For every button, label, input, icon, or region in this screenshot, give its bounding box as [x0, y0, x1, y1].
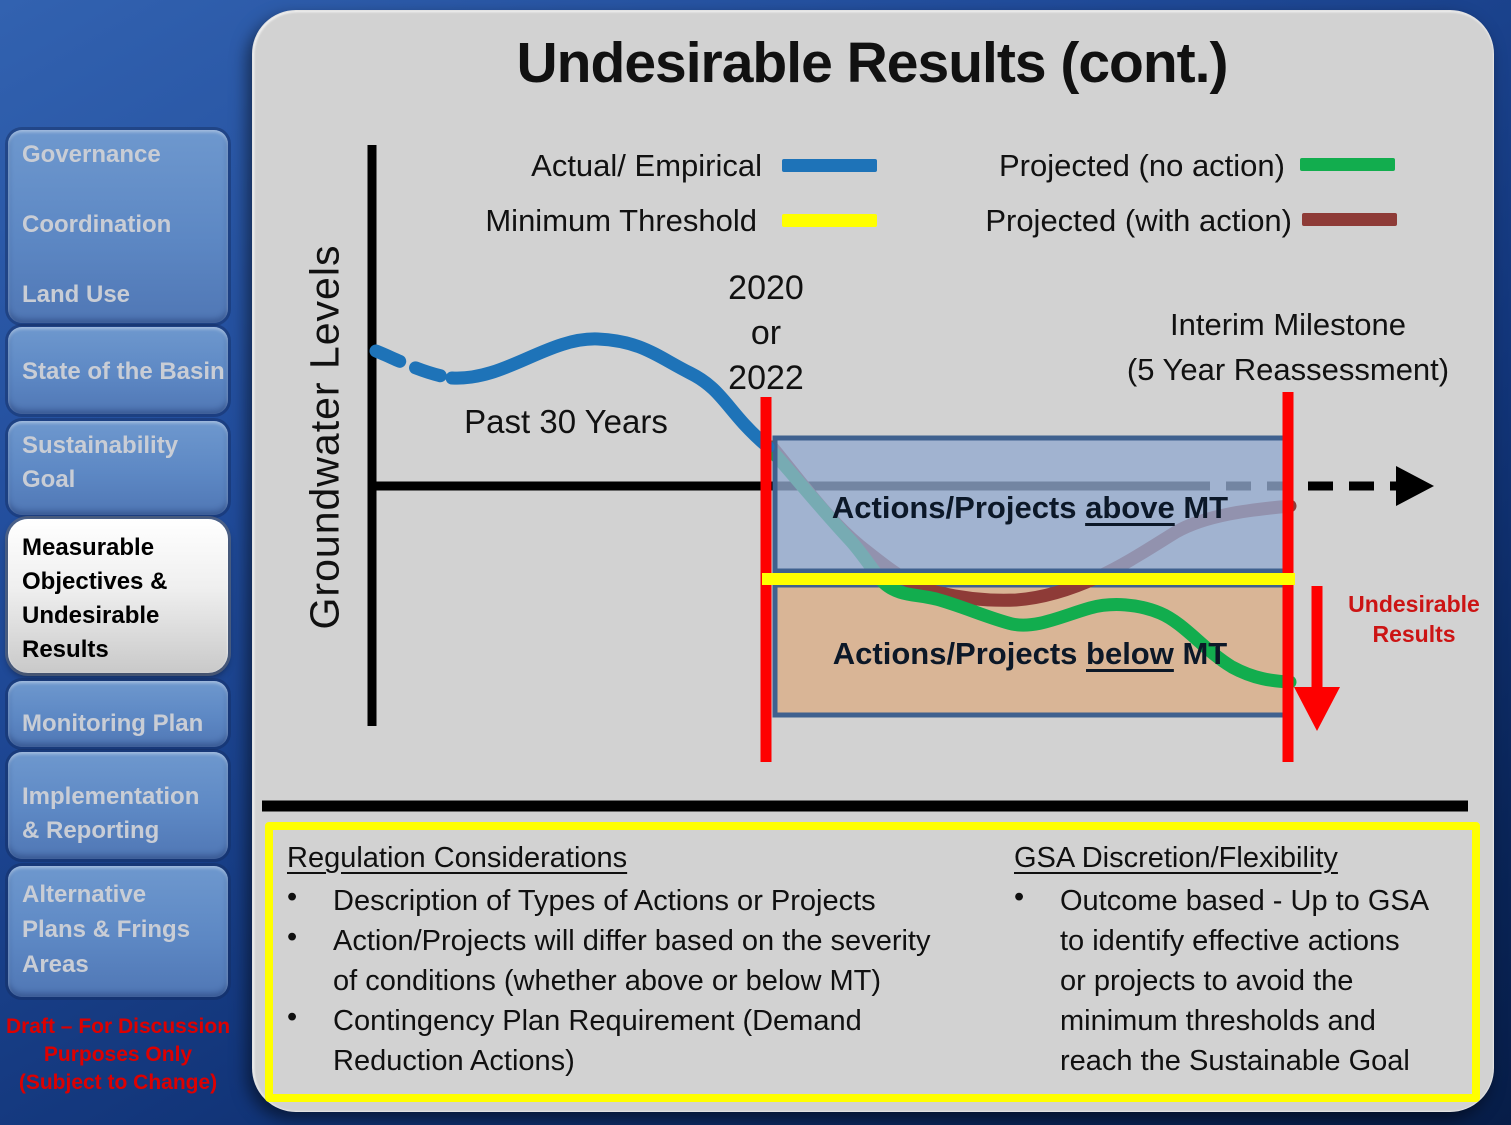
sidebar-item-coordination[interactable]: Coordination: [22, 211, 172, 238]
bullet-text: Outcome based - Up to GSA: [1060, 885, 1430, 917]
undesirable-line: Results: [1372, 621, 1456, 647]
bullet-icon: •: [287, 881, 298, 913]
legend-swatch-actual: [782, 159, 877, 172]
sidebar-item-monitoring-plan[interactable]: Monitoring Plan: [8, 681, 228, 747]
draft-disclaimer: Draft – For Discussion Purposes Only (Su…: [4, 1013, 232, 1097]
start-year-line: 2022: [728, 359, 804, 397]
draft-line: Draft – For Discussion: [5, 1015, 231, 1038]
sidebar-item-sustainability-goal[interactable]: Sustainability Goal: [8, 421, 228, 515]
sidebar-item-label: Measurable: [22, 534, 155, 561]
bullet-icon: •: [287, 1001, 298, 1033]
considerations-box: [265, 822, 1480, 1102]
bullet-text: reach the Sustainable Goal: [1060, 1045, 1410, 1077]
undesirable-line: Undesirable: [1348, 591, 1480, 617]
bullet-icon: •: [1014, 881, 1025, 913]
sidebar-item-label: Goal: [22, 466, 76, 493]
start-year-line: or: [750, 314, 782, 352]
legend-label-with-action: Projected (with action): [985, 203, 1292, 238]
label-suffix: MT: [1174, 490, 1229, 525]
bullet-text: Contingency Plan Requirement (Demand: [333, 1005, 862, 1037]
milestone-line: Interim Milestone: [1169, 307, 1407, 342]
list-item: • Action/Projects will differ based on t…: [287, 921, 987, 1001]
start-year-label: 2020 or 2022: [706, 266, 826, 401]
bullet-text: Reduction Actions): [333, 1045, 575, 1077]
bullet-text: Action/Projects will differ based on the…: [333, 925, 931, 957]
bullet-text: of conditions (whether above or below MT…: [333, 965, 882, 997]
label-prefix: Actions/Projects: [831, 490, 1086, 525]
legend-swatch-with-action: [1302, 213, 1397, 226]
legend-label-actual: Actual/ Empirical: [531, 148, 762, 183]
sidebar-item-governance-group[interactable]: Governance Coordination Land Use: [8, 130, 228, 323]
sidebar-item-label: & Reporting: [22, 817, 160, 844]
bullet-text: minimum thresholds and: [1060, 1005, 1376, 1037]
sidebar-item-governance[interactable]: Governance: [22, 141, 161, 168]
legend-label-threshold: Minimum Threshold: [485, 203, 757, 238]
label-underlined-word: above: [1085, 490, 1175, 525]
interim-milestone-label: Interim Milestone (5 Year Reassessment): [1107, 302, 1469, 392]
sidebar-item-label: Monitoring Plan: [22, 710, 204, 737]
label-prefix: Actions/Projects: [832, 636, 1087, 671]
sidebar-item-land-use[interactable]: Land Use: [22, 281, 131, 308]
sidebar-item-label: Undesirable: [22, 602, 160, 629]
bullet-text: Description of Types of Actions or Proje…: [333, 885, 876, 917]
sidebar-item-measurable-objectives-active[interactable]: Measurable Objectives & Undesirable Resu…: [8, 519, 228, 673]
y-axis-label: Groundwater Levels: [301, 244, 348, 630]
gsa-discretion-column: GSA Discretion/Flexibility • Outcome bas…: [1014, 842, 1474, 1081]
legend-swatch-threshold: [782, 214, 877, 227]
sidebar-item-state-of-basin[interactable]: State of the Basin: [8, 327, 228, 414]
list-item: • Description of Types of Actions or Pro…: [287, 881, 987, 921]
sidebar-item-label: Implementation: [22, 783, 200, 810]
sidebar-item-label: Objectives &: [22, 568, 168, 595]
sidebar-item-label: Results: [22, 636, 109, 663]
sidebar-item-label: Alternative: [22, 881, 147, 908]
bullet-text: to identify effective actions: [1060, 925, 1400, 957]
gsa-heading: GSA Discretion/Flexibility: [1014, 842, 1338, 874]
list-item: • Contingency Plan Requirement (Demand R…: [287, 1001, 987, 1081]
sidebar-item-label: State of the Basin: [22, 358, 225, 385]
sidebar-item-implementation-reporting[interactable]: Implementation & Reporting: [8, 752, 228, 859]
bullet-text: or projects to avoid the: [1060, 965, 1354, 997]
start-year-line: 2020: [728, 269, 804, 307]
undesirable-results-label: Undesirable Results: [1348, 589, 1480, 649]
label-underlined-word: below: [1086, 636, 1174, 671]
draft-line: Purposes Only: [43, 1043, 193, 1066]
regulation-considerations-column: Regulation Considerations • Description …: [287, 842, 987, 1081]
above-mt-box-label: Actions/Projects above MT: [780, 490, 1280, 526]
list-item: • Outcome based - Up to GSA to identify …: [1014, 881, 1474, 1081]
legend-swatch-no-action: [1300, 158, 1395, 171]
page-title: Undesirable Results (cont.): [516, 31, 1229, 95]
sidebar-item-label: Areas: [22, 951, 89, 978]
legend-label-no-action: Projected (no action): [998, 148, 1285, 183]
draft-line: (Subject to Change): [18, 1071, 218, 1094]
sidebar-item-label: Sustainability: [22, 432, 179, 459]
label-suffix: MT: [1173, 636, 1228, 671]
below-mt-box-label: Actions/Projects below MT: [780, 636, 1280, 672]
milestone-line: (5 Year Reassessment): [1126, 352, 1450, 387]
sidebar-item-alternative-plans[interactable]: Alternative Plans & Frings Areas: [8, 866, 228, 997]
history-label: Past 30 Years: [464, 403, 668, 440]
sidebar-item-label: Plans & Frings: [22, 916, 191, 943]
regulation-heading: Regulation Considerations: [287, 842, 628, 874]
bullet-icon: •: [287, 921, 298, 953]
